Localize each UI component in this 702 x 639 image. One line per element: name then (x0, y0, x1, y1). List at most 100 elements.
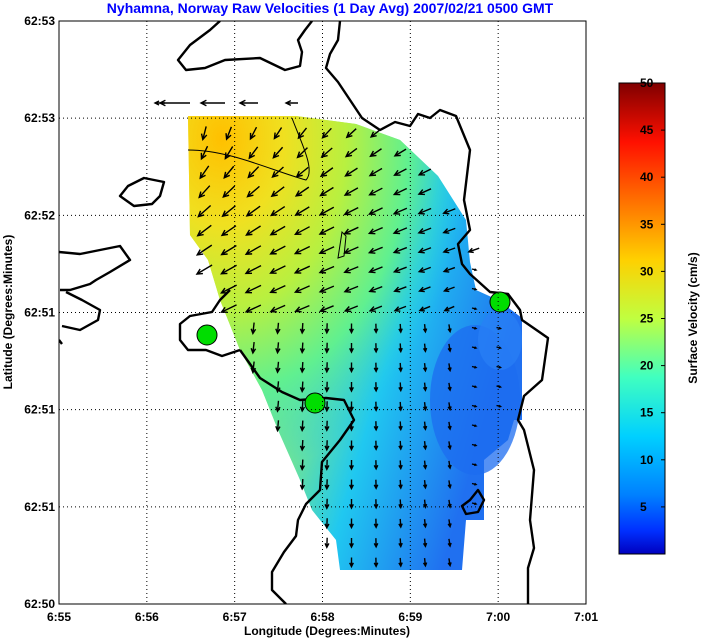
velocity-arrow (269, 304, 286, 313)
velocity-arrow (349, 362, 354, 374)
velocity-arrow (299, 361, 306, 374)
velocity-arrow (418, 305, 431, 312)
velocity-arrow (418, 286, 431, 293)
velocity-arrow (275, 400, 281, 413)
velocity-arrow (369, 148, 382, 158)
velocity-arrow (373, 538, 379, 549)
velocity-arrow (368, 266, 383, 274)
station-marker (489, 291, 511, 313)
velocity-arrow (417, 247, 432, 254)
velocity-arrow (299, 322, 306, 335)
y-axis-label: Latitude (Degrees:Minutes) (1, 235, 15, 390)
velocity-arrow (422, 499, 428, 509)
velocity-arrow (319, 167, 334, 178)
velocity-arrow (349, 518, 354, 530)
velocity-arrow (343, 246, 359, 255)
velocity-arrow (471, 326, 478, 330)
velocity-arrow (447, 460, 452, 470)
velocity-arrow (244, 284, 262, 294)
velocity-arrow (398, 479, 403, 490)
velocity-arrow (293, 245, 311, 255)
velocity-arrow (324, 342, 330, 354)
velocity-arrow (422, 441, 428, 451)
velocity-arrow (296, 147, 308, 159)
velocity-arrow (373, 323, 379, 334)
velocity-arrow (422, 519, 428, 529)
velocity-arrow (398, 421, 403, 432)
colorbar-tick-label: 10 (640, 453, 654, 467)
velocity-arrow (349, 323, 354, 335)
y-tick-label: 62:51 (24, 403, 55, 417)
velocity-arrow (422, 363, 428, 373)
velocity-arrow (398, 460, 403, 471)
velocity-arrow (320, 147, 333, 159)
velocity-arrow (442, 208, 456, 215)
velocity-arrow (299, 459, 306, 472)
velocity-arrow (318, 226, 335, 235)
y-tick-label: 62:51 (24, 306, 55, 320)
x-axis-label: Longitude (Degrees:Minutes) (244, 624, 410, 638)
velocity-arrow (496, 365, 503, 369)
velocity-arrow (195, 244, 213, 256)
velocity-arrow (225, 126, 233, 141)
velocity-arrow (442, 227, 456, 234)
velocity-arrow (373, 499, 379, 510)
velocity-field-high (188, 116, 522, 570)
velocity-arrow (496, 326, 503, 330)
velocity-arrows (153, 99, 503, 569)
velocity-arrow (220, 225, 237, 237)
chart-title: Nyhamna, Norway Raw Velocities (1 Day Av… (107, 0, 554, 16)
velocity-arrow (284, 99, 298, 107)
velocity-arrow (471, 385, 478, 389)
velocity-arrow (153, 100, 165, 106)
stations (196, 291, 511, 414)
velocity-arrow (417, 227, 432, 235)
velocity-arrow (373, 382, 379, 393)
velocity-arrow (398, 323, 403, 334)
velocity-arrow (299, 439, 306, 452)
x-tick-label: 6:55 (47, 610, 71, 624)
colorbar-tick-label: 25 (640, 312, 654, 326)
velocity-arrow (398, 557, 403, 568)
velocity-arrow (447, 421, 452, 431)
velocity-arrow (324, 459, 330, 471)
x-tick-label: 6:57 (223, 610, 247, 624)
velocity-arrow (198, 185, 211, 199)
velocity-arrow (220, 264, 237, 275)
colorbar-tick-label: 5 (640, 500, 647, 514)
velocity-arrow (422, 460, 428, 470)
velocity-arrow (294, 226, 310, 236)
velocity-arrow (324, 401, 330, 413)
velocity-arrow (324, 323, 330, 335)
velocity-arrow (318, 285, 335, 293)
velocity-arrow (368, 285, 383, 293)
velocity-arrow (270, 186, 285, 198)
velocity-arrow (324, 381, 330, 393)
velocity-arrow (195, 264, 213, 275)
velocity-arrow (447, 538, 452, 548)
colorbar-tick-label: 50 (640, 76, 654, 90)
x-axis-ticks: 6:55 6:56 6:57 6:58 6:59 7:00 7:01 (47, 610, 598, 624)
velocity-field-low (478, 310, 522, 370)
velocity-arrow (422, 558, 428, 568)
velocity-arrow (349, 440, 354, 452)
velocity-arrow (447, 519, 452, 529)
colorbar-label: Surface Velocity (cm/s) (686, 252, 700, 383)
velocity-arrow (247, 166, 260, 179)
y-tick-label: 62:52 (24, 208, 55, 222)
velocity-arrow (319, 186, 334, 197)
velocity-arrow (447, 499, 452, 509)
velocity-arrow (398, 401, 403, 412)
velocity-arrow (343, 266, 359, 274)
velocity-arrow (442, 286, 455, 293)
velocity-arrow (422, 538, 428, 548)
velocity-arrow (250, 341, 257, 355)
velocity-arrow (422, 421, 428, 431)
velocity-arrow (200, 145, 209, 161)
velocity-arrow (250, 361, 257, 374)
velocity-arrow (447, 441, 452, 451)
velocity-arrow (393, 168, 407, 176)
velocity-arrow (324, 420, 330, 432)
velocity-arrow (248, 146, 259, 160)
velocity-arrow (393, 148, 407, 157)
